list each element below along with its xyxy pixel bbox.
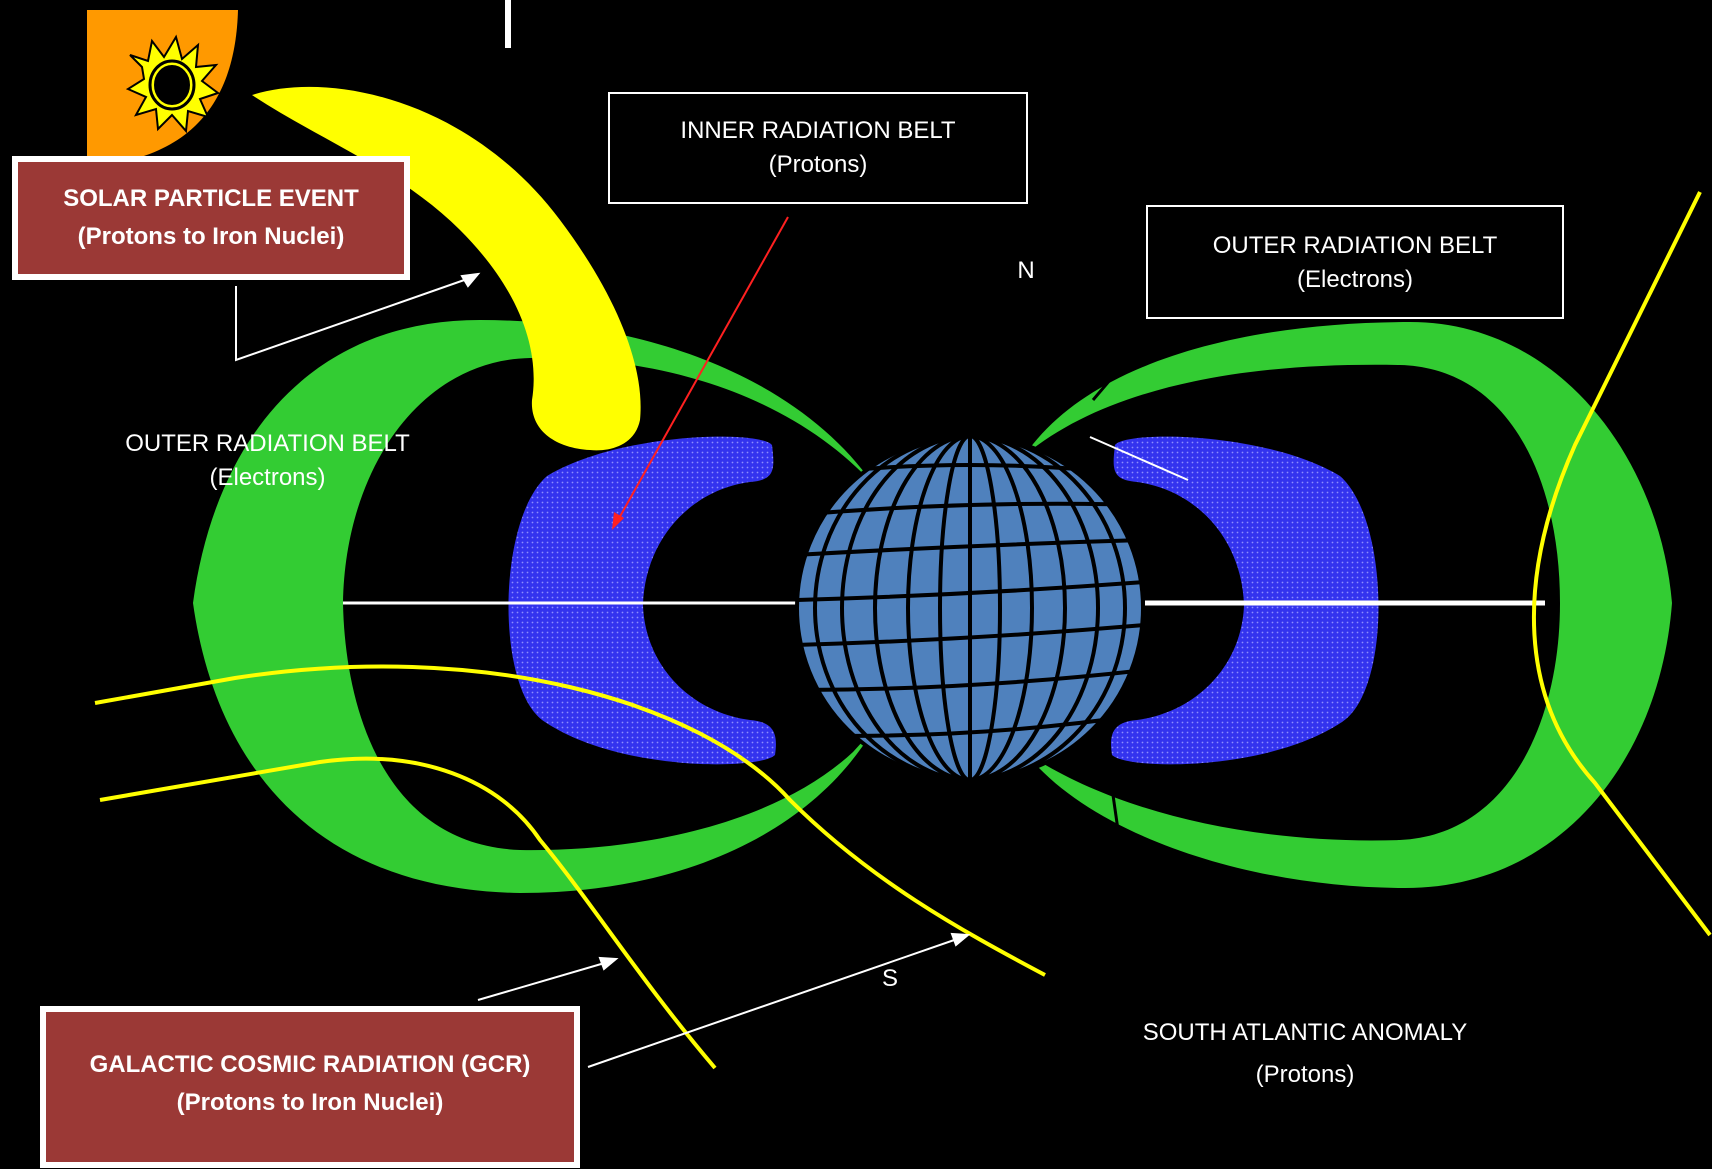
boundary-tick xyxy=(1111,794,1120,831)
solar-particle-stream xyxy=(252,86,641,451)
solar-event-label-box: SOLAR PARTICLE EVENT (Protons to Iron Nu… xyxy=(12,156,410,280)
gcr-label-box: GALACTIC COSMIC RADIATION (GCR) (Protons… xyxy=(40,1006,580,1168)
outer-belt-left-subtitle: (Electrons) xyxy=(209,464,326,491)
south-atlantic-anomaly-label: SOUTH ATLANTIC ANOMALY (Protons) xyxy=(1100,1016,1510,1092)
top-marker xyxy=(505,0,511,48)
boundary-tick xyxy=(1091,379,1112,401)
outer-belt-left xyxy=(193,320,873,893)
solar-event-title: SOLAR PARTICLE EVENT xyxy=(63,185,359,212)
saa-subtitle: (Protons) xyxy=(1255,1061,1355,1088)
inner-belt-subtitle: (Protons) xyxy=(768,151,868,178)
inner-belt-right xyxy=(1111,436,1379,765)
outer-belt-right-label-box: OUTER RADIATION BELT (Electrons) xyxy=(1146,205,1564,319)
inner-belt-left xyxy=(508,436,776,765)
inner-belt-pointer xyxy=(612,216,789,530)
outer-belt-left-label: OUTER RADIATION BELT (Electrons) xyxy=(90,427,445,495)
pointer-arrows xyxy=(235,272,1189,1068)
outer-belt-left-title: OUTER RADIATION BELT xyxy=(125,430,410,457)
south-pole-label: S xyxy=(881,965,898,992)
north-pole-label: N xyxy=(1017,257,1035,284)
solar-event-subtitle: (Protons to Iron Nuclei) xyxy=(77,223,345,250)
outer-belt-right-title: OUTER RADIATION BELT xyxy=(1212,232,1498,259)
gcr-subtitle: (Protons to Iron Nuclei) xyxy=(176,1089,444,1116)
inner-belt-title: INNER RADIATION BELT xyxy=(680,117,956,144)
saa-title: SOUTH ATLANTIC ANOMALY xyxy=(1142,1019,1468,1046)
sun-icon xyxy=(87,10,238,160)
gcr-trajectories xyxy=(94,191,1712,1070)
outer-belt-right-subtitle: (Electrons) xyxy=(1296,266,1414,293)
earth-globe-icon xyxy=(795,434,1145,782)
inner-belt-label-box: INNER RADIATION BELT (Protons) xyxy=(608,92,1028,204)
gcr-title: GALACTIC COSMIC RADIATION (GCR) xyxy=(89,1051,531,1078)
